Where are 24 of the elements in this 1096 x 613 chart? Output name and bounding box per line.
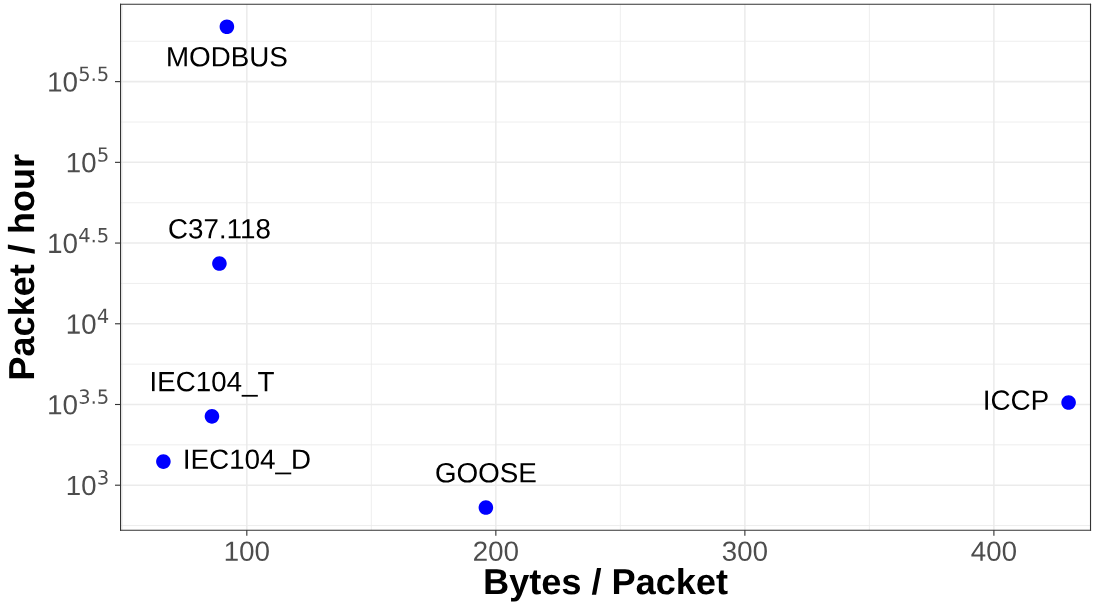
y-tick-label: 10$^{5}$: [67, 147, 108, 173]
annotation: C37.118: [169, 218, 270, 239]
y-tick-label: 10$^{4}$: [67, 308, 109, 334]
annotation: IEC104_T: [151, 371, 274, 397]
x-tick-label: 300: [722, 541, 767, 562]
point: [204, 409, 220, 424]
y-axis-title: Packet / hour: [7, 154, 35, 379]
x-tick-label: 200: [474, 541, 518, 562]
y-tick-label: 10$^{4.5}$: [49, 228, 108, 254]
annotation: IEC104_D: [185, 449, 310, 475]
x-tick-label: 400: [971, 541, 1016, 562]
annotation: ICCP: [985, 390, 1048, 411]
y-tick-label: 10$^{3}$: [67, 469, 108, 496]
y-tick-label: 10$^{5.5}$: [49, 66, 108, 92]
point: [212, 256, 227, 271]
x-tick-label: 100: [225, 541, 269, 562]
point: [1061, 395, 1076, 410]
x-axis-title: Bytes / Packet: [485, 567, 728, 602]
annotation: MODBUS: [168, 46, 287, 67]
point: [156, 454, 171, 469]
point: [478, 500, 494, 515]
annotation: GOOSE: [436, 462, 536, 483]
point: [219, 19, 235, 35]
y-tick-label: 10$^{3.5}$: [49, 389, 108, 415]
